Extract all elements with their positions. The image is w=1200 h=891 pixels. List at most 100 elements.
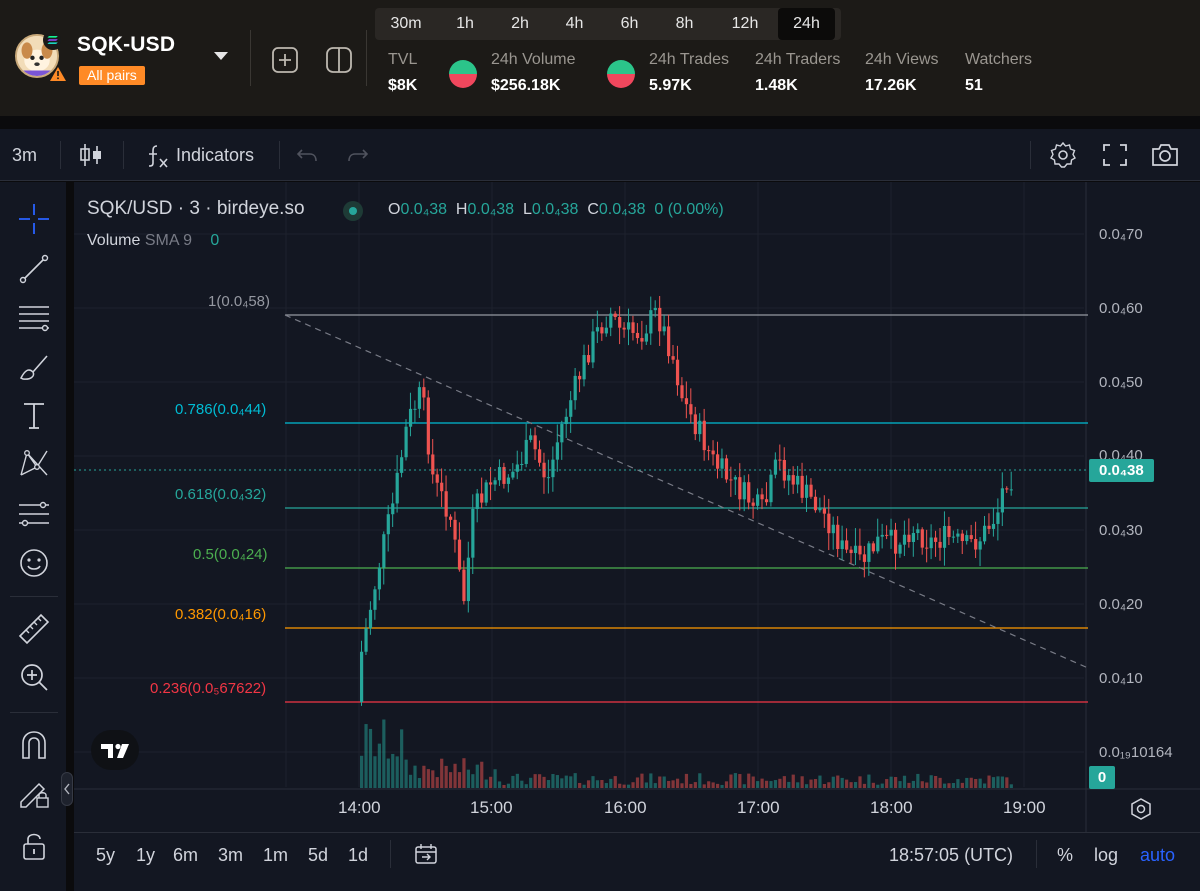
- candle-body: [916, 529, 920, 534]
- unlock-icon[interactable]: [17, 828, 51, 862]
- candle-body: [395, 472, 399, 504]
- camera-icon[interactable]: [1150, 142, 1180, 168]
- candle-body: [373, 589, 377, 610]
- candle-body: [769, 474, 773, 503]
- pattern-icon[interactable]: [17, 447, 51, 481]
- fx-icon[interactable]: [146, 143, 170, 169]
- timeframe-4h[interactable]: 4h: [565, 15, 584, 32]
- volume-bar: [902, 775, 907, 788]
- candle-body: [667, 326, 671, 357]
- lock-drawing-icon[interactable]: [17, 776, 51, 810]
- range-3m-button[interactable]: 3m: [218, 845, 244, 865]
- timeframe-12h[interactable]: 12h: [731, 15, 759, 32]
- volume-bar: [493, 769, 497, 788]
- range-6m-button[interactable]: 6m: [173, 845, 199, 865]
- fib-retracement-icon[interactable]: [17, 301, 51, 335]
- range-1m-button[interactable]: 1m: [263, 845, 289, 865]
- price-chart[interactable]: [74, 182, 1200, 832]
- emoji-icon[interactable]: [17, 546, 51, 580]
- range-1y-button[interactable]: 1y: [136, 845, 156, 865]
- range-5y-button[interactable]: 5y: [96, 845, 116, 865]
- candle-body: [555, 442, 559, 460]
- range-5d-button[interactable]: 5d: [308, 845, 329, 865]
- volume-bar: [756, 781, 760, 788]
- prediction-icon[interactable]: [17, 497, 51, 531]
- settings-gear-icon[interactable]: [1049, 141, 1077, 169]
- candle-body: [631, 322, 635, 333]
- trend-line-icon[interactable]: [17, 252, 51, 286]
- candle-body: [480, 493, 484, 503]
- volume-bar: [974, 778, 978, 788]
- timeframe-30m[interactable]: 30m: [390, 15, 422, 32]
- log-toggle[interactable]: log: [1094, 845, 1119, 865]
- timeframe-8h[interactable]: 8h: [675, 15, 694, 32]
- volume-bar: [849, 782, 853, 788]
- percent-toggle[interactable]: %: [1057, 845, 1074, 865]
- volume-bar: [733, 773, 737, 788]
- candle-body: [764, 499, 769, 503]
- volume-bar: [987, 775, 991, 788]
- candle-body: [849, 549, 853, 554]
- fib-level-label: 0.618(0.0₄32): [175, 486, 267, 503]
- volume-bar: [391, 753, 395, 788]
- candle-body: [417, 387, 422, 409]
- volume-bar: [796, 782, 800, 788]
- auto-scale-toggle[interactable]: auto: [1140, 845, 1176, 865]
- redo-icon[interactable]: [347, 146, 369, 164]
- stat-24h-trades: 24h Trades 5.97K: [649, 51, 729, 95]
- candle-body: [551, 459, 555, 478]
- volume-bar: [462, 758, 466, 788]
- volume-bar: [435, 777, 439, 788]
- candle-body: [925, 547, 929, 549]
- tradingview-logo-icon[interactable]: [91, 730, 139, 770]
- utc-clock[interactable]: 18:57:05 (UTC): [889, 845, 1014, 865]
- candle-body: [453, 519, 457, 540]
- candle-body: [902, 534, 907, 545]
- ruler-icon[interactable]: [17, 612, 51, 646]
- split-layout-icon[interactable]: [325, 46, 353, 74]
- volume-bar: [960, 782, 964, 788]
- solana-chain-icon: [43, 30, 63, 50]
- timeframe-6h[interactable]: 6h: [620, 15, 639, 32]
- interval-button[interactable]: 3m: [12, 145, 38, 165]
- axis-settings-icon[interactable]: [1130, 798, 1152, 820]
- range-1d-button[interactable]: 1d: [348, 845, 369, 865]
- top-bar: SQK-USD All pairs 30m 1h 2h 4h 6h 8h 12h…: [0, 0, 1200, 116]
- candles-icon[interactable]: [79, 142, 103, 168]
- timeframe-1h[interactable]: 1h: [456, 15, 474, 32]
- timeframe-2h[interactable]: 2h: [511, 15, 529, 32]
- volume-bar: [711, 782, 715, 788]
- date-range-icon[interactable]: [414, 843, 438, 865]
- undo-icon[interactable]: [296, 146, 318, 164]
- magnet-icon[interactable]: [17, 728, 51, 762]
- volume-bar: [640, 773, 644, 788]
- divider: [390, 840, 391, 868]
- fullscreen-icon[interactable]: [1102, 143, 1128, 167]
- zoom-in-icon[interactable]: [17, 660, 51, 694]
- brush-icon[interactable]: [17, 350, 51, 384]
- collapse-toolbar-button[interactable]: [61, 772, 73, 806]
- indicators-button[interactable]: Indicators: [176, 145, 255, 165]
- volume-bar: [529, 777, 533, 788]
- text-tool-icon[interactable]: [17, 399, 51, 433]
- chart-pane[interactable]: [74, 182, 1200, 832]
- chevron-down-icon[interactable]: [214, 52, 228, 60]
- volume-bar: [760, 778, 764, 788]
- volume-bar: [373, 756, 377, 788]
- volume-bar: [880, 783, 884, 788]
- fib-level-label: 0.382(0.0₄16): [175, 606, 267, 623]
- volume-label: Volume: [87, 232, 141, 249]
- crosshair-icon[interactable]: [17, 202, 51, 236]
- volume-bar: [551, 774, 555, 788]
- time-axis-label: 15:00: [470, 798, 513, 817]
- all-pairs-button[interactable]: All pairs: [79, 66, 145, 85]
- volume-bar: [885, 779, 889, 788]
- candle-body: [653, 307, 657, 311]
- stat-value: 1.48K: [755, 77, 798, 94]
- candle-body: [742, 482, 746, 500]
- add-chart-icon[interactable]: [271, 46, 299, 74]
- candle-body: [707, 450, 711, 452]
- volume-bar: [426, 769, 430, 788]
- timeframe-24h[interactable]: 24h: [778, 8, 835, 40]
- candle-body: [756, 494, 760, 506]
